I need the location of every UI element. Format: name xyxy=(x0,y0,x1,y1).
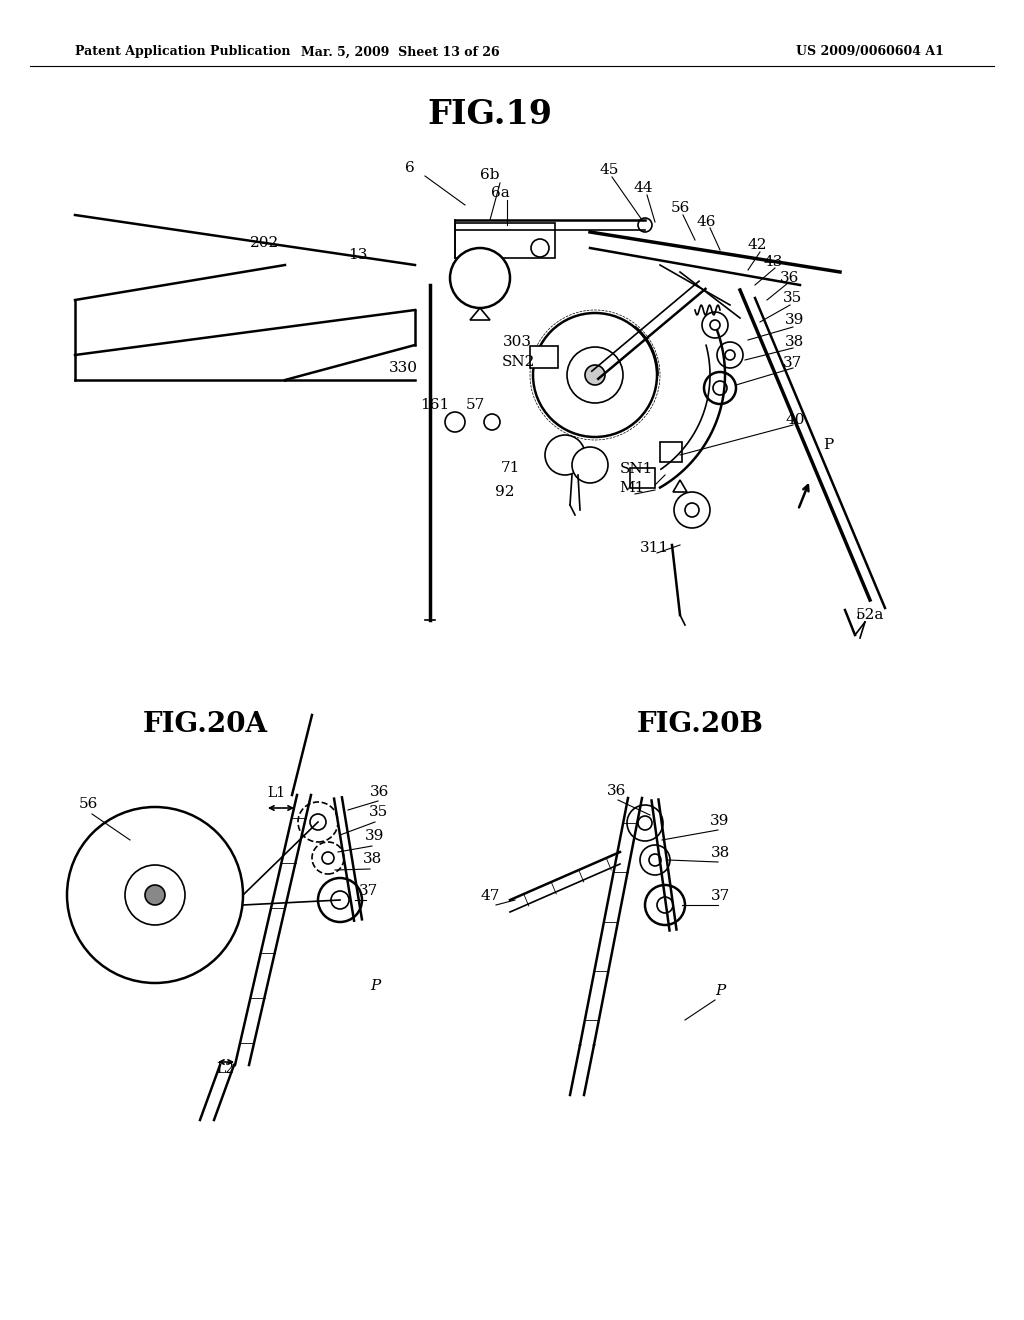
Text: 92: 92 xyxy=(496,484,515,499)
Text: 35: 35 xyxy=(782,290,802,305)
Text: 44: 44 xyxy=(633,181,652,195)
Text: L2: L2 xyxy=(216,1063,234,1076)
Text: FIG.20A: FIG.20A xyxy=(142,711,267,738)
Text: 46: 46 xyxy=(696,215,716,228)
Circle shape xyxy=(674,492,710,528)
Text: L1: L1 xyxy=(267,785,285,800)
Text: Mar. 5, 2009  Sheet 13 of 26: Mar. 5, 2009 Sheet 13 of 26 xyxy=(301,45,500,58)
Circle shape xyxy=(318,878,362,921)
Circle shape xyxy=(705,372,736,404)
Text: 36: 36 xyxy=(780,271,800,285)
Circle shape xyxy=(534,313,657,437)
Circle shape xyxy=(145,884,165,906)
Circle shape xyxy=(717,342,743,368)
Text: 303: 303 xyxy=(503,335,531,348)
Circle shape xyxy=(638,218,652,232)
Circle shape xyxy=(640,845,670,875)
Text: M1: M1 xyxy=(620,480,645,495)
Polygon shape xyxy=(673,480,687,492)
Text: P: P xyxy=(823,438,834,451)
Text: 37: 37 xyxy=(358,884,378,898)
Circle shape xyxy=(645,884,685,925)
Text: 38: 38 xyxy=(362,851,382,866)
Text: 39: 39 xyxy=(366,829,385,843)
Circle shape xyxy=(685,503,699,517)
Text: 47: 47 xyxy=(480,888,500,903)
Circle shape xyxy=(445,412,465,432)
Text: SN1: SN1 xyxy=(620,462,652,477)
Bar xyxy=(660,442,682,462)
Text: 38: 38 xyxy=(711,846,730,861)
Text: 56: 56 xyxy=(671,201,690,215)
Text: 40: 40 xyxy=(785,413,805,426)
Text: 37: 37 xyxy=(711,888,730,903)
Text: 38: 38 xyxy=(785,335,805,348)
Circle shape xyxy=(545,436,585,475)
Circle shape xyxy=(567,347,623,403)
Circle shape xyxy=(585,366,605,385)
Text: 56: 56 xyxy=(78,797,97,810)
Text: 36: 36 xyxy=(371,785,390,799)
Circle shape xyxy=(710,319,720,330)
Circle shape xyxy=(298,803,338,842)
Circle shape xyxy=(67,807,243,983)
Circle shape xyxy=(450,248,510,308)
Text: FIG.20B: FIG.20B xyxy=(637,711,764,738)
Text: 202: 202 xyxy=(251,236,280,249)
Text: 35: 35 xyxy=(369,805,388,818)
Circle shape xyxy=(713,381,727,395)
Circle shape xyxy=(531,239,549,257)
Text: 43: 43 xyxy=(763,255,782,269)
Bar xyxy=(530,346,558,368)
Text: 6b: 6b xyxy=(480,168,500,182)
Text: P: P xyxy=(715,983,725,998)
Circle shape xyxy=(322,851,334,865)
Text: P: P xyxy=(370,979,380,993)
Text: Patent Application Publication: Patent Application Publication xyxy=(75,45,291,58)
Text: 71: 71 xyxy=(501,461,520,475)
Text: 311: 311 xyxy=(639,541,669,554)
Circle shape xyxy=(725,350,735,360)
Text: 330: 330 xyxy=(388,360,418,375)
Circle shape xyxy=(627,805,663,841)
Text: 57: 57 xyxy=(465,399,484,412)
Circle shape xyxy=(331,891,349,909)
Text: 36: 36 xyxy=(607,784,627,799)
Bar xyxy=(455,223,555,257)
Circle shape xyxy=(702,312,728,338)
Text: US 2009/0060604 A1: US 2009/0060604 A1 xyxy=(796,45,944,58)
Polygon shape xyxy=(470,308,490,319)
Circle shape xyxy=(649,854,662,866)
Text: 161: 161 xyxy=(421,399,450,412)
Text: SN2: SN2 xyxy=(502,355,535,370)
Circle shape xyxy=(638,816,652,830)
Circle shape xyxy=(310,814,326,830)
Bar xyxy=(630,469,655,488)
Text: 39: 39 xyxy=(711,814,730,828)
Circle shape xyxy=(125,865,185,925)
Circle shape xyxy=(312,842,344,874)
Text: FIG.19: FIG.19 xyxy=(427,99,553,132)
Text: 13: 13 xyxy=(348,248,368,261)
Text: 42: 42 xyxy=(748,238,767,252)
Text: 45: 45 xyxy=(599,162,618,177)
Text: 6a: 6a xyxy=(490,186,509,201)
Text: 6: 6 xyxy=(406,161,415,176)
Text: 37: 37 xyxy=(783,356,803,370)
Circle shape xyxy=(657,898,673,913)
Circle shape xyxy=(484,414,500,430)
Text: 52a: 52a xyxy=(856,609,884,622)
Text: 39: 39 xyxy=(785,313,805,327)
Circle shape xyxy=(572,447,608,483)
